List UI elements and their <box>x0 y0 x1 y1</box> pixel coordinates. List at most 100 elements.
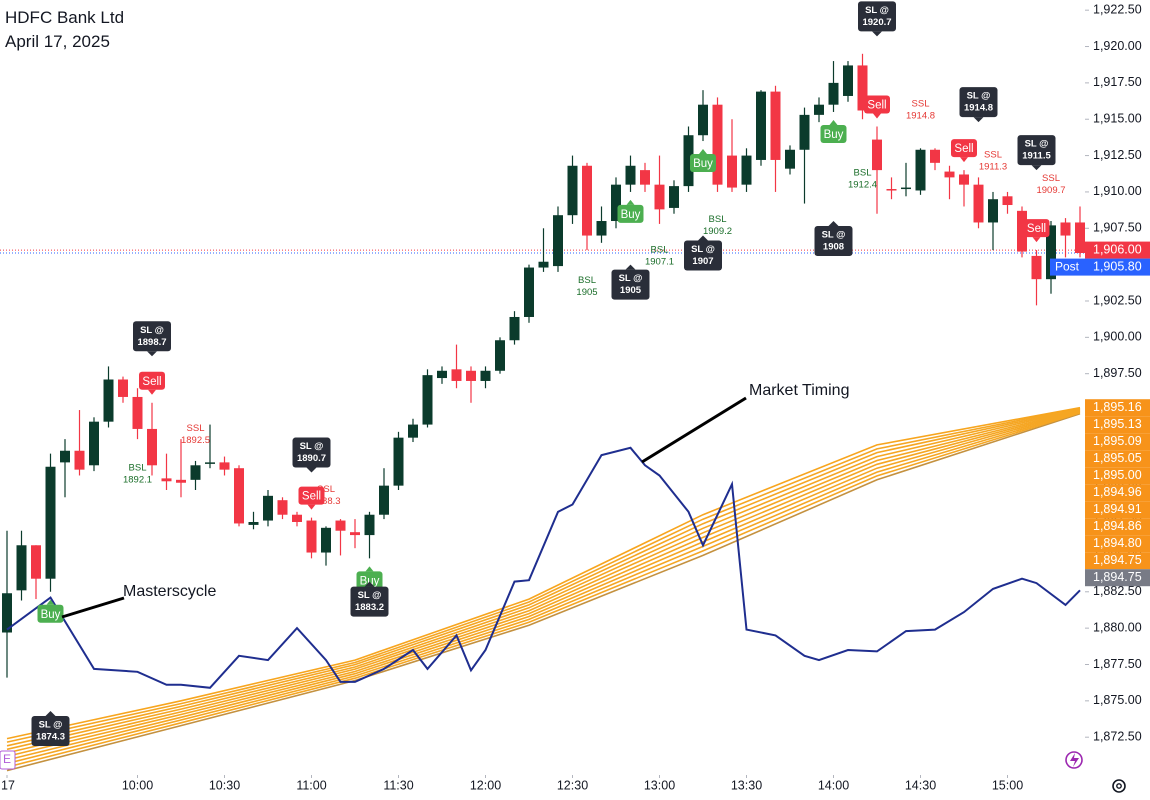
candle-body <box>176 479 186 483</box>
price-tag-label: 1,895.13 <box>1093 417 1142 431</box>
price-tag <box>1085 569 1150 587</box>
candle-body <box>234 468 244 524</box>
price-tag-label: 1,895.09 <box>1093 434 1142 448</box>
candle-body <box>364 514 375 536</box>
session-badge-label: Post <box>1055 259 1080 273</box>
signal-pointer <box>960 157 968 163</box>
candle-body <box>915 149 926 191</box>
signal-pointer <box>699 149 707 155</box>
stop-pointer <box>45 711 56 717</box>
candle-body <box>1002 196 1013 206</box>
signal-pointer <box>1032 237 1041 243</box>
signal-label: Sell <box>867 100 886 112</box>
candle-body <box>669 186 679 208</box>
candle-body <box>292 514 302 522</box>
stop-label: SL @ <box>822 230 846 241</box>
replay-bolt[interactable] <box>1070 753 1079 767</box>
candle-body <box>712 104 723 185</box>
candle-body <box>1046 225 1056 280</box>
candle-body <box>930 149 940 163</box>
stop-pointer <box>828 221 839 227</box>
annotation-arrow <box>641 396 747 464</box>
stop-label: SL @ <box>619 273 643 284</box>
level-value: 1909.7 <box>1036 185 1065 196</box>
stop-box <box>858 1 896 32</box>
x-tick-label: 13:00 <box>644 778 675 792</box>
indicator-badge-text[interactable]: E <box>3 752 11 766</box>
level-name: BSL <box>651 245 669 256</box>
signal-badge <box>864 95 890 114</box>
level-name: SSL <box>317 484 335 495</box>
signal-label: Buy <box>693 158 713 170</box>
candle-body <box>654 184 665 210</box>
price-tag <box>1085 241 1150 259</box>
candle-body <box>132 396 143 429</box>
x-tick-label: 14:00 <box>818 778 849 792</box>
price-tag-label: 1,894.96 <box>1093 485 1142 499</box>
stop-value: 1908 <box>823 242 844 253</box>
indicator-badge[interactable] <box>0 750 16 770</box>
candle-body <box>321 527 331 553</box>
signal-pointer <box>873 113 881 119</box>
candle-body <box>1017 210 1027 252</box>
candle-body <box>959 174 969 185</box>
settings-icon[interactable] <box>1112 779 1126 793</box>
stop-pointer <box>625 264 636 270</box>
y-tick-label: 1,917.50 <box>1093 75 1142 89</box>
signal-pointer <box>46 599 55 605</box>
level-value: 1905 <box>576 287 597 298</box>
level-name: SSL <box>984 150 1002 161</box>
price-tag <box>1085 258 1150 276</box>
stop-label: SL @ <box>300 441 324 452</box>
stop-label: SL @ <box>140 325 164 336</box>
level-name: SSL <box>912 99 930 110</box>
y-tick-label: 1,875.00 <box>1093 693 1142 707</box>
level-name: BSL <box>129 463 147 474</box>
candle-body <box>640 170 650 185</box>
signal-badge <box>298 486 325 505</box>
annotation: Market Timing <box>749 382 849 399</box>
candle-body <box>553 215 563 267</box>
level-value: 1892.1 <box>123 475 152 486</box>
candle-body <box>727 155 737 188</box>
candle-body <box>1031 255 1042 280</box>
replay-ring[interactable] <box>1065 751 1083 769</box>
x-tick-label: 17 <box>1 778 15 792</box>
ribbon-line <box>6 407 1081 747</box>
stop-pointer <box>698 235 708 241</box>
candle-body <box>350 532 360 536</box>
signal-label: Sell <box>302 491 321 503</box>
settings-hub[interactable] <box>1116 783 1122 789</box>
stop-value: 1890.7 <box>297 453 326 464</box>
candle-body <box>466 370 476 381</box>
candle-body <box>306 520 317 553</box>
stop-label: SL @ <box>967 91 991 102</box>
signal-label: Sell <box>1027 223 1046 235</box>
candle-body <box>379 485 389 515</box>
y-tick-label: 1,902.50 <box>1093 293 1142 307</box>
candle-body <box>799 114 810 150</box>
candle-body <box>161 478 172 482</box>
candle-body <box>335 520 346 531</box>
candle-body <box>582 165 592 236</box>
ribbon-line <box>6 406 1081 740</box>
y-tick-label: 1,877.50 <box>1093 657 1142 671</box>
stop-box <box>1017 135 1056 166</box>
candle-body <box>1060 222 1071 236</box>
x-tick-label: 13:30 <box>731 778 762 792</box>
signal-label: Buy <box>621 209 641 221</box>
stop-label: SL @ <box>1025 139 1049 150</box>
candle-body <box>437 370 447 379</box>
stop-pointer <box>1031 165 1042 171</box>
candle-body <box>393 437 404 486</box>
y-tick-label: 1,920.00 <box>1093 39 1142 53</box>
replay-icon[interactable] <box>1065 751 1083 769</box>
candle-body <box>683 135 694 187</box>
price-tag-label: 1,906.00 <box>1093 242 1142 256</box>
settings-ring[interactable] <box>1112 779 1126 793</box>
stop-pointer <box>306 467 317 473</box>
stop-value: 1911.5 <box>1022 151 1051 162</box>
y-tick-label: 1,910.00 <box>1093 184 1142 198</box>
